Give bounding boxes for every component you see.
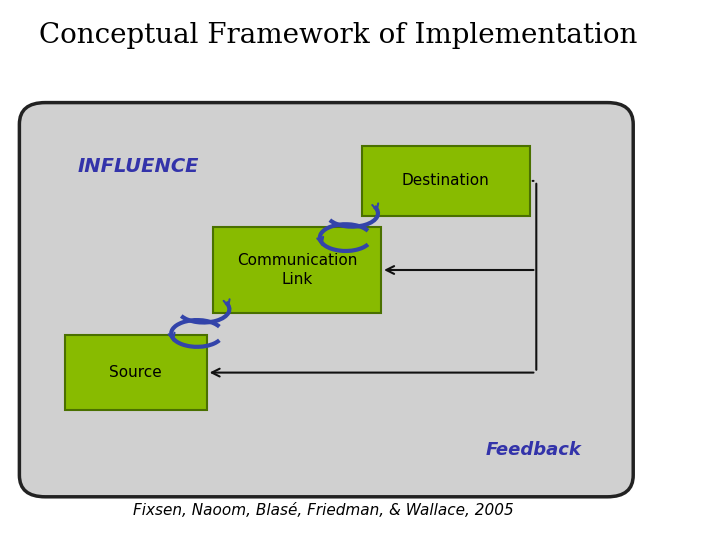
Text: Conceptual Framework of Implementation: Conceptual Framework of Implementation <box>39 22 637 49</box>
Text: Source: Source <box>109 365 162 380</box>
Text: Fixsen, Naoom, Blasé, Friedman, & Wallace, 2005: Fixsen, Naoom, Blasé, Friedman, & Wallac… <box>132 503 513 518</box>
FancyBboxPatch shape <box>213 227 381 313</box>
FancyBboxPatch shape <box>19 103 633 497</box>
Text: Feedback: Feedback <box>486 441 582 459</box>
FancyBboxPatch shape <box>362 146 530 216</box>
FancyBboxPatch shape <box>65 335 207 410</box>
Text: INFLUENCE: INFLUENCE <box>78 157 199 176</box>
Text: Communication
Link: Communication Link <box>237 253 357 287</box>
Text: Destination: Destination <box>402 173 490 188</box>
